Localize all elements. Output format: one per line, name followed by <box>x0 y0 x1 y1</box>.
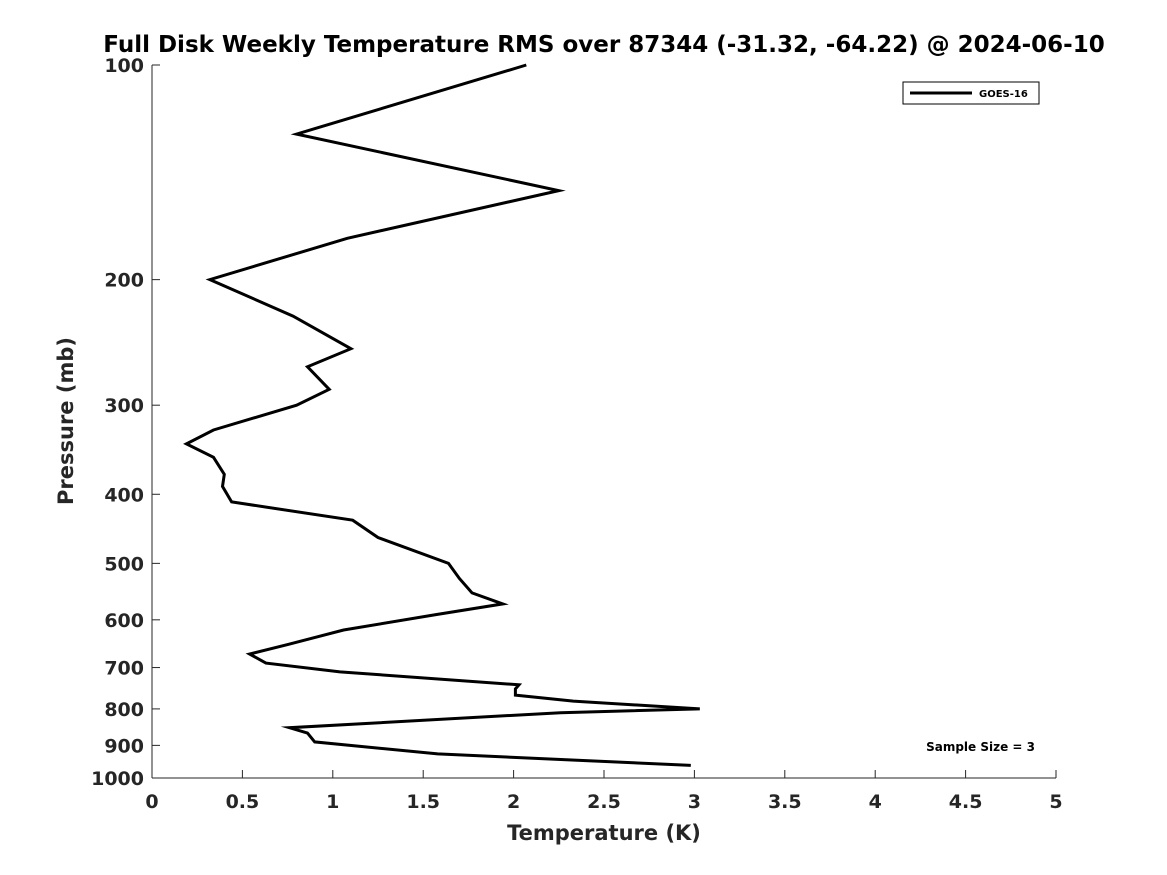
x-tick-label: 3.5 <box>768 791 802 813</box>
y-tick-label: 800 <box>104 699 144 721</box>
legend-entry: GOES-16 <box>979 89 1028 100</box>
x-tick-label: 1.5 <box>406 791 440 813</box>
x-tick-label: 0.5 <box>226 791 260 813</box>
x-tick-label: 5 <box>1049 791 1062 813</box>
x-tick-label: 2 <box>507 791 520 813</box>
chart-title: Full Disk Weekly Temperature RMS over 87… <box>103 32 1105 58</box>
y-tick-label: 600 <box>104 610 144 632</box>
x-tick-label: 3 <box>688 791 701 813</box>
y-tick-label: 300 <box>104 395 144 417</box>
plot-axes <box>151 65 1056 779</box>
y-tick-label: 100 <box>104 55 144 77</box>
y-tick-label: 200 <box>104 270 144 292</box>
x-axis-label: Temperature (K) <box>507 821 701 845</box>
x-tick-label: 1 <box>326 791 339 813</box>
y-axis-label: Pressure (mb) <box>54 337 78 505</box>
x-tick-label: 0 <box>145 791 158 813</box>
x-tick-label: 4.5 <box>949 791 983 813</box>
y-tick-label: 500 <box>104 553 144 575</box>
y-tick-label: 700 <box>104 658 144 680</box>
x-tick-label: 4 <box>869 791 882 813</box>
y-tick-label: 900 <box>104 735 144 757</box>
series-line-goes-16 <box>183 63 700 767</box>
y-tick-label: 400 <box>104 484 144 506</box>
y-tick-label: 1000 <box>91 768 144 790</box>
series-layer <box>183 63 700 767</box>
x-axis-ticks: 0 0.5 1 1.5 2 2.5 3 3.5 4 4.5 5 <box>145 770 1063 813</box>
legend: GOES-16 <box>902 81 1040 105</box>
x-tick-label: 2.5 <box>587 791 621 813</box>
sample-size-annotation: Sample Size = 3 <box>926 740 1035 754</box>
y-axis-ticks: 100 200 300 400 500 600 700 800 900 1000 <box>91 55 160 790</box>
